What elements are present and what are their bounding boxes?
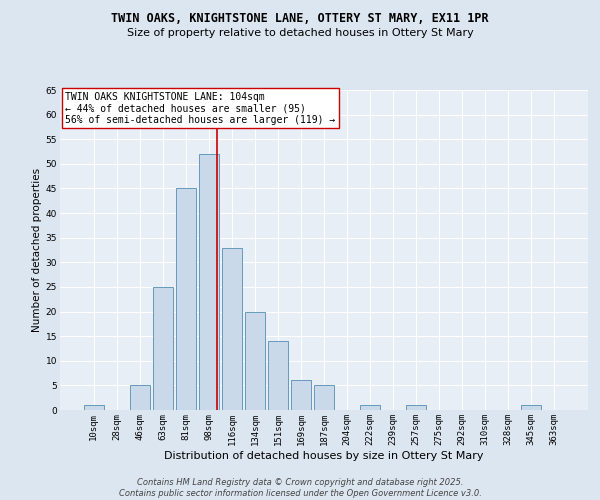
Bar <box>176 188 196 410</box>
Bar <box>245 312 265 410</box>
Text: Size of property relative to detached houses in Ottery St Mary: Size of property relative to detached ho… <box>127 28 473 38</box>
Bar <box>291 380 311 410</box>
Bar <box>268 341 288 410</box>
Bar <box>84 405 104 410</box>
Text: TWIN OAKS, KNIGHTSTONE LANE, OTTERY ST MARY, EX11 1PR: TWIN OAKS, KNIGHTSTONE LANE, OTTERY ST M… <box>111 12 489 26</box>
Y-axis label: Number of detached properties: Number of detached properties <box>32 168 41 332</box>
Bar <box>153 287 173 410</box>
Bar <box>360 405 380 410</box>
Bar <box>130 386 149 410</box>
Text: TWIN OAKS KNIGHTSTONE LANE: 104sqm
← 44% of detached houses are smaller (95)
56%: TWIN OAKS KNIGHTSTONE LANE: 104sqm ← 44%… <box>65 92 335 125</box>
Bar <box>521 405 541 410</box>
Bar <box>199 154 218 410</box>
Bar <box>222 248 242 410</box>
Bar <box>314 386 334 410</box>
X-axis label: Distribution of detached houses by size in Ottery St Mary: Distribution of detached houses by size … <box>164 450 484 460</box>
Text: Contains HM Land Registry data © Crown copyright and database right 2025.
Contai: Contains HM Land Registry data © Crown c… <box>119 478 481 498</box>
Bar <box>406 405 426 410</box>
